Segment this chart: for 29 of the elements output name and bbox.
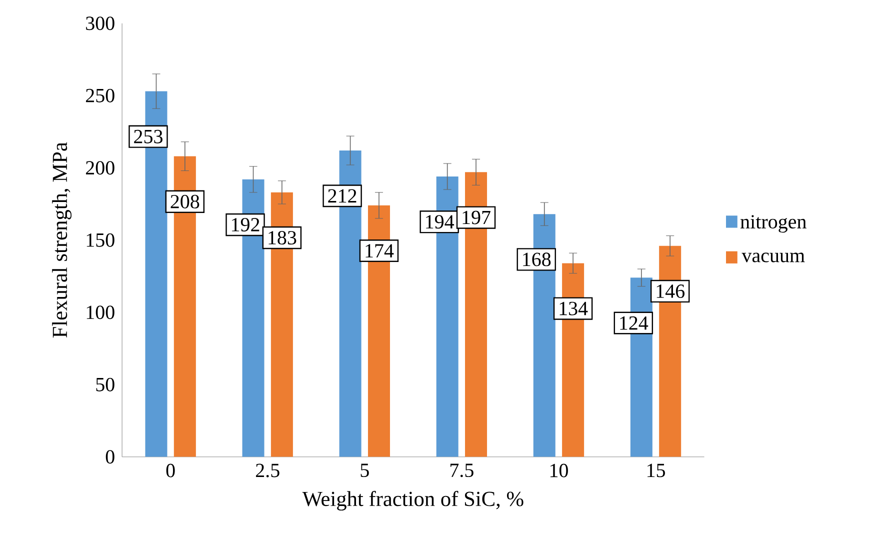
- x-tick-label: 2.5: [256, 464, 280, 478]
- legend-label: vacuum: [742, 252, 805, 262]
- data-label: 124: [620, 316, 648, 330]
- x-tick-label: 10: [550, 464, 568, 478]
- x-tick-label: 5: [360, 464, 369, 477]
- y-tick-label: 150: [86, 233, 114, 247]
- data-label: 183: [268, 230, 296, 244]
- x-tick-label: 7.5: [450, 464, 474, 478]
- legend-label: nitrogen: [740, 214, 806, 233]
- data-label: 192: [232, 218, 260, 232]
- y-tick-label: 50: [96, 378, 114, 392]
- x-tick-label: 15: [648, 464, 665, 478]
- y-tick-label: 200: [86, 160, 114, 174]
- y-tick-label: 100: [86, 305, 114, 319]
- data-label: 146: [656, 284, 684, 298]
- data-label: 134: [560, 302, 588, 316]
- data-label: 212: [328, 189, 356, 202]
- x-axis-title: Weight fraction of SiC, %: [302, 490, 524, 510]
- data-label: 194: [426, 215, 454, 228]
- data-label: 168: [523, 252, 551, 266]
- y-tick-label: 250: [86, 88, 114, 102]
- y-axis-title: Flexural strength, MPa: [52, 142, 72, 338]
- data-label: 197: [462, 210, 490, 224]
- y-tick-label: 0: [106, 450, 114, 464]
- x-tick-label: 0: [166, 464, 175, 478]
- data-label: 253: [134, 130, 162, 144]
- data-label: 174: [366, 244, 394, 258]
- data-label: 208: [170, 194, 200, 208]
- y-tick-label: 300: [86, 16, 114, 30]
